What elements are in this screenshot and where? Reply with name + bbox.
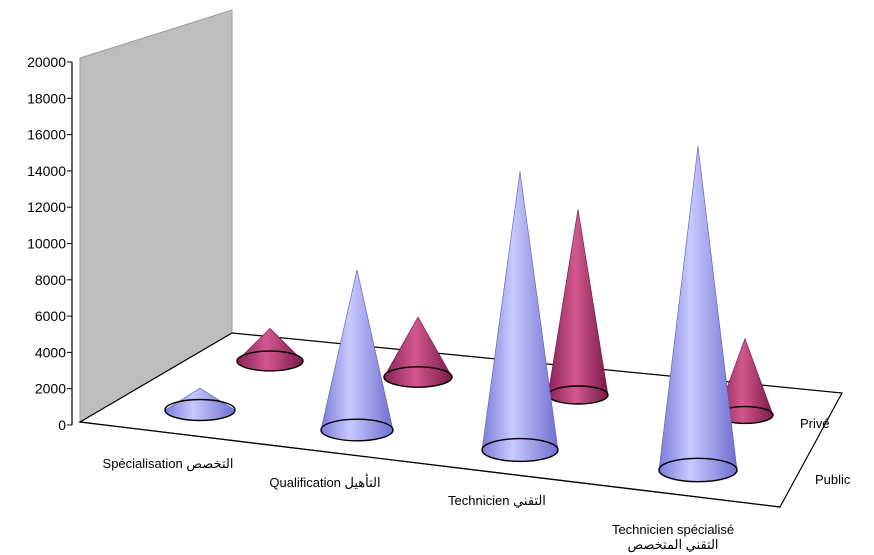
y-tick-label: 2000 [35, 381, 66, 397]
y-tick-label: 16000 [27, 127, 66, 143]
cone-public [481, 171, 559, 463]
y-tick-label: 8000 [35, 272, 66, 288]
category-label-ar: التقني المتخصص [627, 537, 718, 553]
cone-prive [547, 209, 609, 405]
category-label-fr: Technicien spécialisé [612, 522, 734, 537]
y-tick-label: 12000 [27, 199, 66, 215]
category-label: Spécialisation التخصص [103, 456, 234, 472]
category-label-text: Qualification التأهيل [269, 473, 380, 490]
cone-public [164, 387, 236, 422]
series-label-prive: Privé [800, 416, 830, 431]
y-tick-label: 6000 [35, 308, 66, 324]
category-label-text: Spécialisation التخصص [103, 456, 234, 472]
y-tick-label: 0 [58, 417, 66, 433]
category-label: Technicien التقني [448, 493, 546, 508]
x-axis [79, 421, 781, 508]
category-label-text: Technicien التقني [448, 493, 546, 508]
y-tick-label: 10000 [27, 236, 66, 252]
cone-prive [383, 316, 453, 388]
y-axis-ticks: 0 2000 4000 6000 8000 10000 12000 14000 16000 180… [27, 54, 72, 433]
cone-prive [236, 327, 304, 372]
y-tick-label: 20000 [27, 54, 66, 70]
y-tick-label: 14000 [27, 163, 66, 179]
series-axis: Privé Public [800, 416, 851, 487]
series-label-public: Public [815, 472, 851, 487]
cones [164, 146, 774, 483]
category-labels: Spécialisation التخصص Qualification التأه… [103, 456, 735, 553]
y-tick-label: 18000 [27, 90, 66, 106]
category-label: Qualification التأهيل [269, 473, 380, 490]
y-tick-label: 4000 [35, 344, 66, 360]
cone-public [320, 269, 394, 442]
cone-public [658, 146, 738, 483]
